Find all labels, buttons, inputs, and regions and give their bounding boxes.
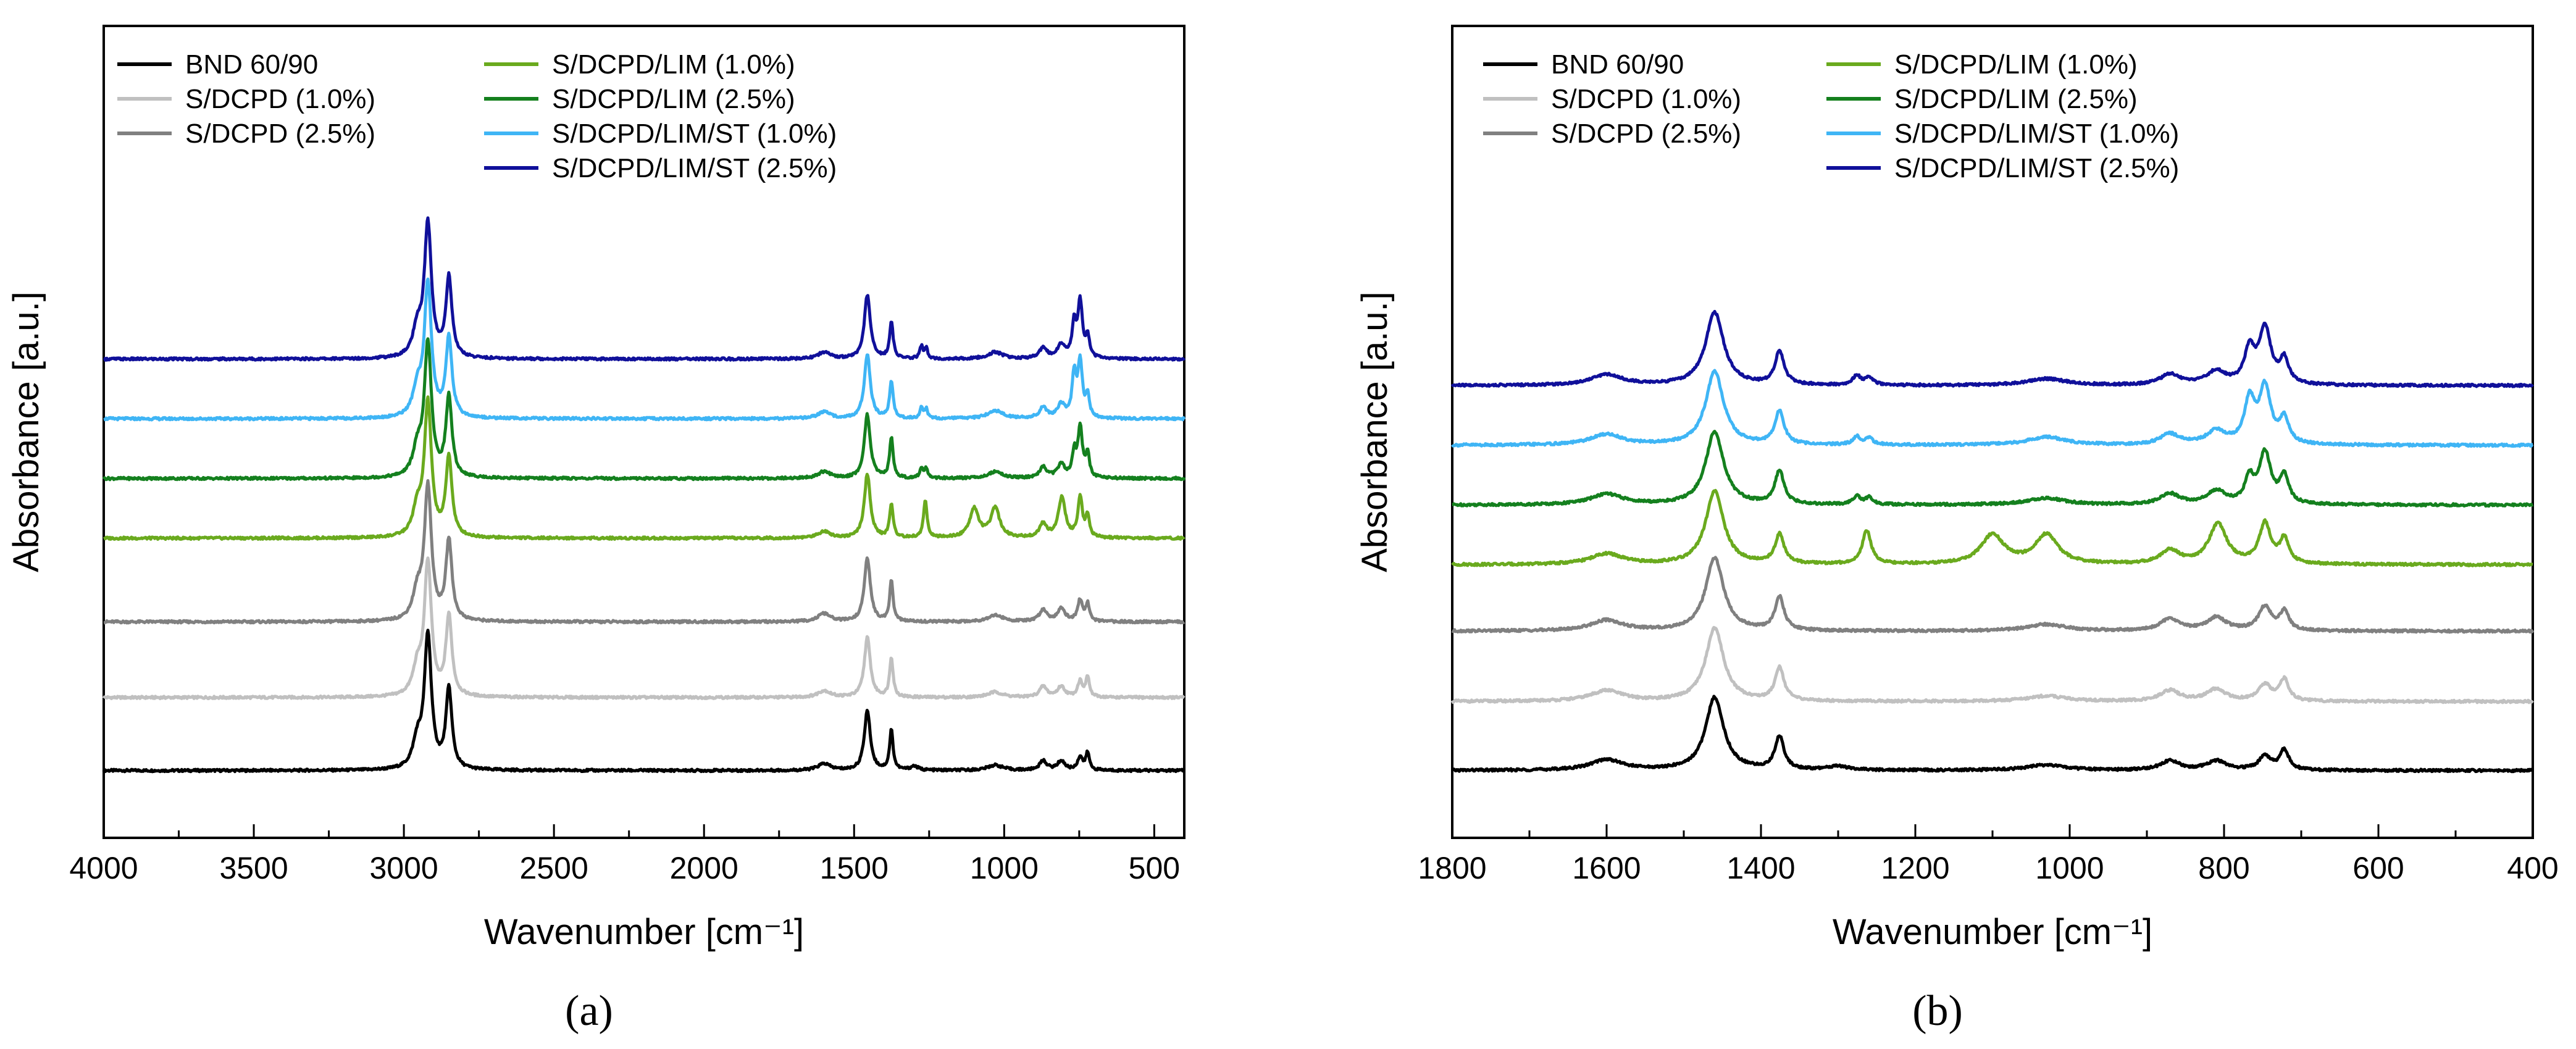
legend-label: S/DCPD/LIM/ST (1.0%) xyxy=(552,119,837,149)
legend-label: S/DCPD/LIM (2.5%) xyxy=(552,84,795,114)
y-axis-title: Absorbance [a.u.] xyxy=(1355,291,1395,572)
x-tick-label: 1200 xyxy=(1881,851,1949,885)
series-line xyxy=(102,556,1186,701)
chart-panel-a: 4000 3500 3000 2500 2000 1500 1000 500 Wavenumbe… xyxy=(6,25,1186,952)
legend-label: S/DCPD/LIM/ST (2.5%) xyxy=(552,153,837,183)
legend-label: S/DCPD/LIM/ST (1.0%) xyxy=(1894,119,2179,149)
legend-label: S/DCPD (2.5%) xyxy=(1551,119,1741,149)
series-line xyxy=(102,395,1186,541)
y-axis-title: Absorbance [a.u.] xyxy=(6,291,46,572)
series-line xyxy=(1450,625,2534,704)
legend-label: S/DCPD (1.0%) xyxy=(1551,84,1741,114)
panel-b-tag: (b) xyxy=(1912,987,1963,1035)
x-tick-label: 1400 xyxy=(1726,851,1795,885)
legend-label: S/DCPD/LIM (1.0%) xyxy=(1894,49,2138,80)
series-line xyxy=(1451,695,2534,774)
series-line xyxy=(1450,309,2534,388)
x-tick-label: 3500 xyxy=(219,851,288,885)
x-tick-label: 2500 xyxy=(520,851,588,885)
series-line xyxy=(102,629,1186,774)
series-line xyxy=(1451,488,2534,567)
legend-label: S/DCPD/LIM (1.0%) xyxy=(552,49,795,80)
series-line xyxy=(102,277,1186,422)
legend-label: S/DCPD/LIM (2.5%) xyxy=(1894,84,2138,114)
series-line xyxy=(1451,430,2534,508)
x-axis-title: Wavenumber [cm⁻¹] xyxy=(1833,912,2152,952)
x-tick-label: 600 xyxy=(2352,851,2404,885)
series-line xyxy=(1450,369,2534,448)
chart-panel-b: 1800 1600 1400 1200 1000 800 600 400 Wavenumber … xyxy=(1355,25,2559,952)
x-tick-label: 1800 xyxy=(1418,851,1486,885)
x-tick-label: 2000 xyxy=(670,851,738,885)
x-tick-label: 800 xyxy=(2198,851,2249,885)
legend-label: S/DCPD/LIM/ST (2.5%) xyxy=(1894,153,2179,183)
panel-a-tag: (a) xyxy=(565,987,613,1035)
plot-frame xyxy=(102,25,1186,839)
x-tick-label: 400 xyxy=(2507,851,2558,885)
series-line xyxy=(1451,556,2535,634)
x-tick-label: 3000 xyxy=(369,851,438,885)
x-tick-label: 500 xyxy=(1129,851,1180,885)
legend-label: S/DCPD (2.5%) xyxy=(185,119,375,149)
x-tick-label: 1000 xyxy=(2035,851,2104,885)
series-line xyxy=(102,479,1186,625)
legend-label: BND 60/90 xyxy=(1551,49,1684,80)
x-tick-label: 1000 xyxy=(970,851,1039,885)
x-tick-label: 4000 xyxy=(69,851,138,885)
legend-label: S/DCPD (1.0%) xyxy=(185,84,375,114)
x-axis-title: Wavenumber [cm⁻¹] xyxy=(484,912,804,952)
series-line xyxy=(102,337,1186,482)
x-tick-label: 1500 xyxy=(820,851,889,885)
legend-label: BND 60/90 xyxy=(185,49,318,80)
x-tick-label: 1600 xyxy=(1572,851,1641,885)
series-line xyxy=(102,216,1186,362)
